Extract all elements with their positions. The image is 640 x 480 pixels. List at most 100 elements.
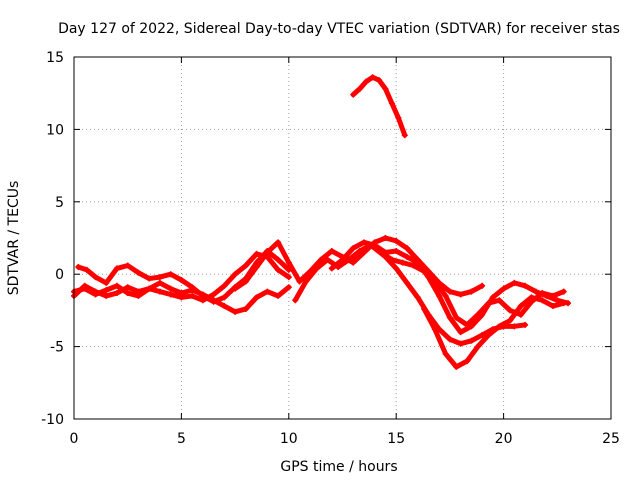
- data-point: [393, 248, 400, 255]
- data-point: [103, 279, 110, 286]
- data-point: [511, 279, 518, 286]
- x-axis: 0 5 10 15 20 25: [70, 57, 620, 447]
- data-point: [81, 282, 88, 289]
- data-point: [517, 311, 524, 318]
- data-point: [403, 279, 410, 286]
- plot-border: [73, 56, 612, 420]
- data-point: [363, 78, 370, 85]
- data-point: [232, 271, 239, 278]
- data-point: [393, 237, 400, 244]
- data-point: [442, 292, 449, 299]
- x-tick-label: 0: [70, 431, 79, 447]
- data-point: [457, 291, 464, 298]
- data-point: [479, 282, 486, 289]
- data-point: [253, 250, 260, 257]
- data-point: [401, 132, 408, 139]
- data-point: [328, 248, 335, 255]
- data-point: [221, 294, 228, 301]
- data-point: [275, 239, 282, 246]
- data-point: [92, 288, 99, 295]
- series-track-h: [350, 74, 408, 139]
- data-point: [388, 100, 395, 107]
- data-point: [350, 91, 357, 98]
- series-track-c: [71, 279, 292, 315]
- x-tick-label: 5: [177, 431, 186, 447]
- data-point: [75, 263, 82, 270]
- data-point: [313, 265, 320, 272]
- data-point: [522, 321, 529, 328]
- y-tick-label: 5: [55, 195, 64, 211]
- data-point: [242, 305, 249, 312]
- grid: [74, 57, 611, 419]
- series-track-a: [71, 250, 292, 304]
- data-point: [489, 326, 496, 333]
- data-point: [371, 245, 378, 252]
- data-point: [436, 326, 443, 333]
- data-point: [468, 288, 475, 295]
- data-point: [285, 284, 292, 291]
- data-point: [403, 253, 410, 260]
- y-tick-label: 0: [55, 267, 64, 283]
- data-point: [560, 288, 567, 295]
- data-point: [500, 323, 507, 330]
- data-point: [446, 288, 453, 295]
- y-tick-label: -10: [41, 412, 64, 428]
- data-point: [457, 329, 464, 336]
- data-point: [275, 292, 282, 299]
- data-point: [507, 317, 514, 324]
- data-point: [479, 311, 486, 318]
- data-point: [500, 285, 507, 292]
- y-axis-label: SDTVAR / TECUs: [6, 181, 22, 296]
- data-point: [210, 297, 217, 304]
- chart-title: Day 127 of 2022, Sidereal Day-to-day VTE…: [58, 21, 620, 37]
- y-axis: -10 -5 0 5 10 15: [41, 50, 611, 428]
- data-point: [376, 77, 383, 84]
- data-point: [113, 290, 120, 297]
- data-point: [167, 285, 174, 292]
- data-point: [103, 287, 110, 294]
- data-point: [532, 288, 539, 295]
- data-point: [221, 282, 228, 289]
- data-point: [285, 274, 292, 281]
- data-point: [264, 288, 271, 295]
- data-point: [382, 85, 389, 92]
- series-track-d: [232, 235, 486, 298]
- data-point: [554, 297, 561, 304]
- data-point: [103, 292, 110, 299]
- data-point: [135, 288, 142, 295]
- data-point: [113, 265, 120, 272]
- data-point: [468, 337, 475, 344]
- data-point: [457, 340, 464, 347]
- data-point: [210, 291, 217, 298]
- y-tick-label: -5: [50, 340, 64, 356]
- data-point: [360, 239, 367, 246]
- data-point: [221, 303, 228, 310]
- data-point: [156, 274, 163, 281]
- data-point: [356, 85, 363, 92]
- data-point: [442, 350, 449, 357]
- data-point: [124, 262, 131, 269]
- data-point: [350, 245, 357, 252]
- data-point: [560, 300, 567, 307]
- y-tick-label: 15: [46, 50, 64, 66]
- data-point: [146, 285, 153, 292]
- data-point: [339, 256, 346, 263]
- data-point: [113, 282, 120, 289]
- data-point: [275, 256, 282, 263]
- series-track-i: [371, 245, 529, 347]
- data-point: [425, 274, 432, 281]
- data-point: [479, 332, 486, 339]
- data-point: [522, 282, 529, 289]
- data-point: [296, 278, 303, 285]
- data-point: [393, 265, 400, 272]
- data-point: [189, 292, 196, 299]
- data-point: [178, 276, 185, 283]
- data-point: [275, 266, 282, 273]
- data-point: [124, 290, 131, 297]
- data-point: [232, 285, 239, 292]
- data-point: [382, 253, 389, 260]
- data-point: [511, 323, 518, 330]
- data-point: [92, 274, 99, 281]
- data-point: [302, 278, 309, 285]
- data-point: [328, 265, 335, 272]
